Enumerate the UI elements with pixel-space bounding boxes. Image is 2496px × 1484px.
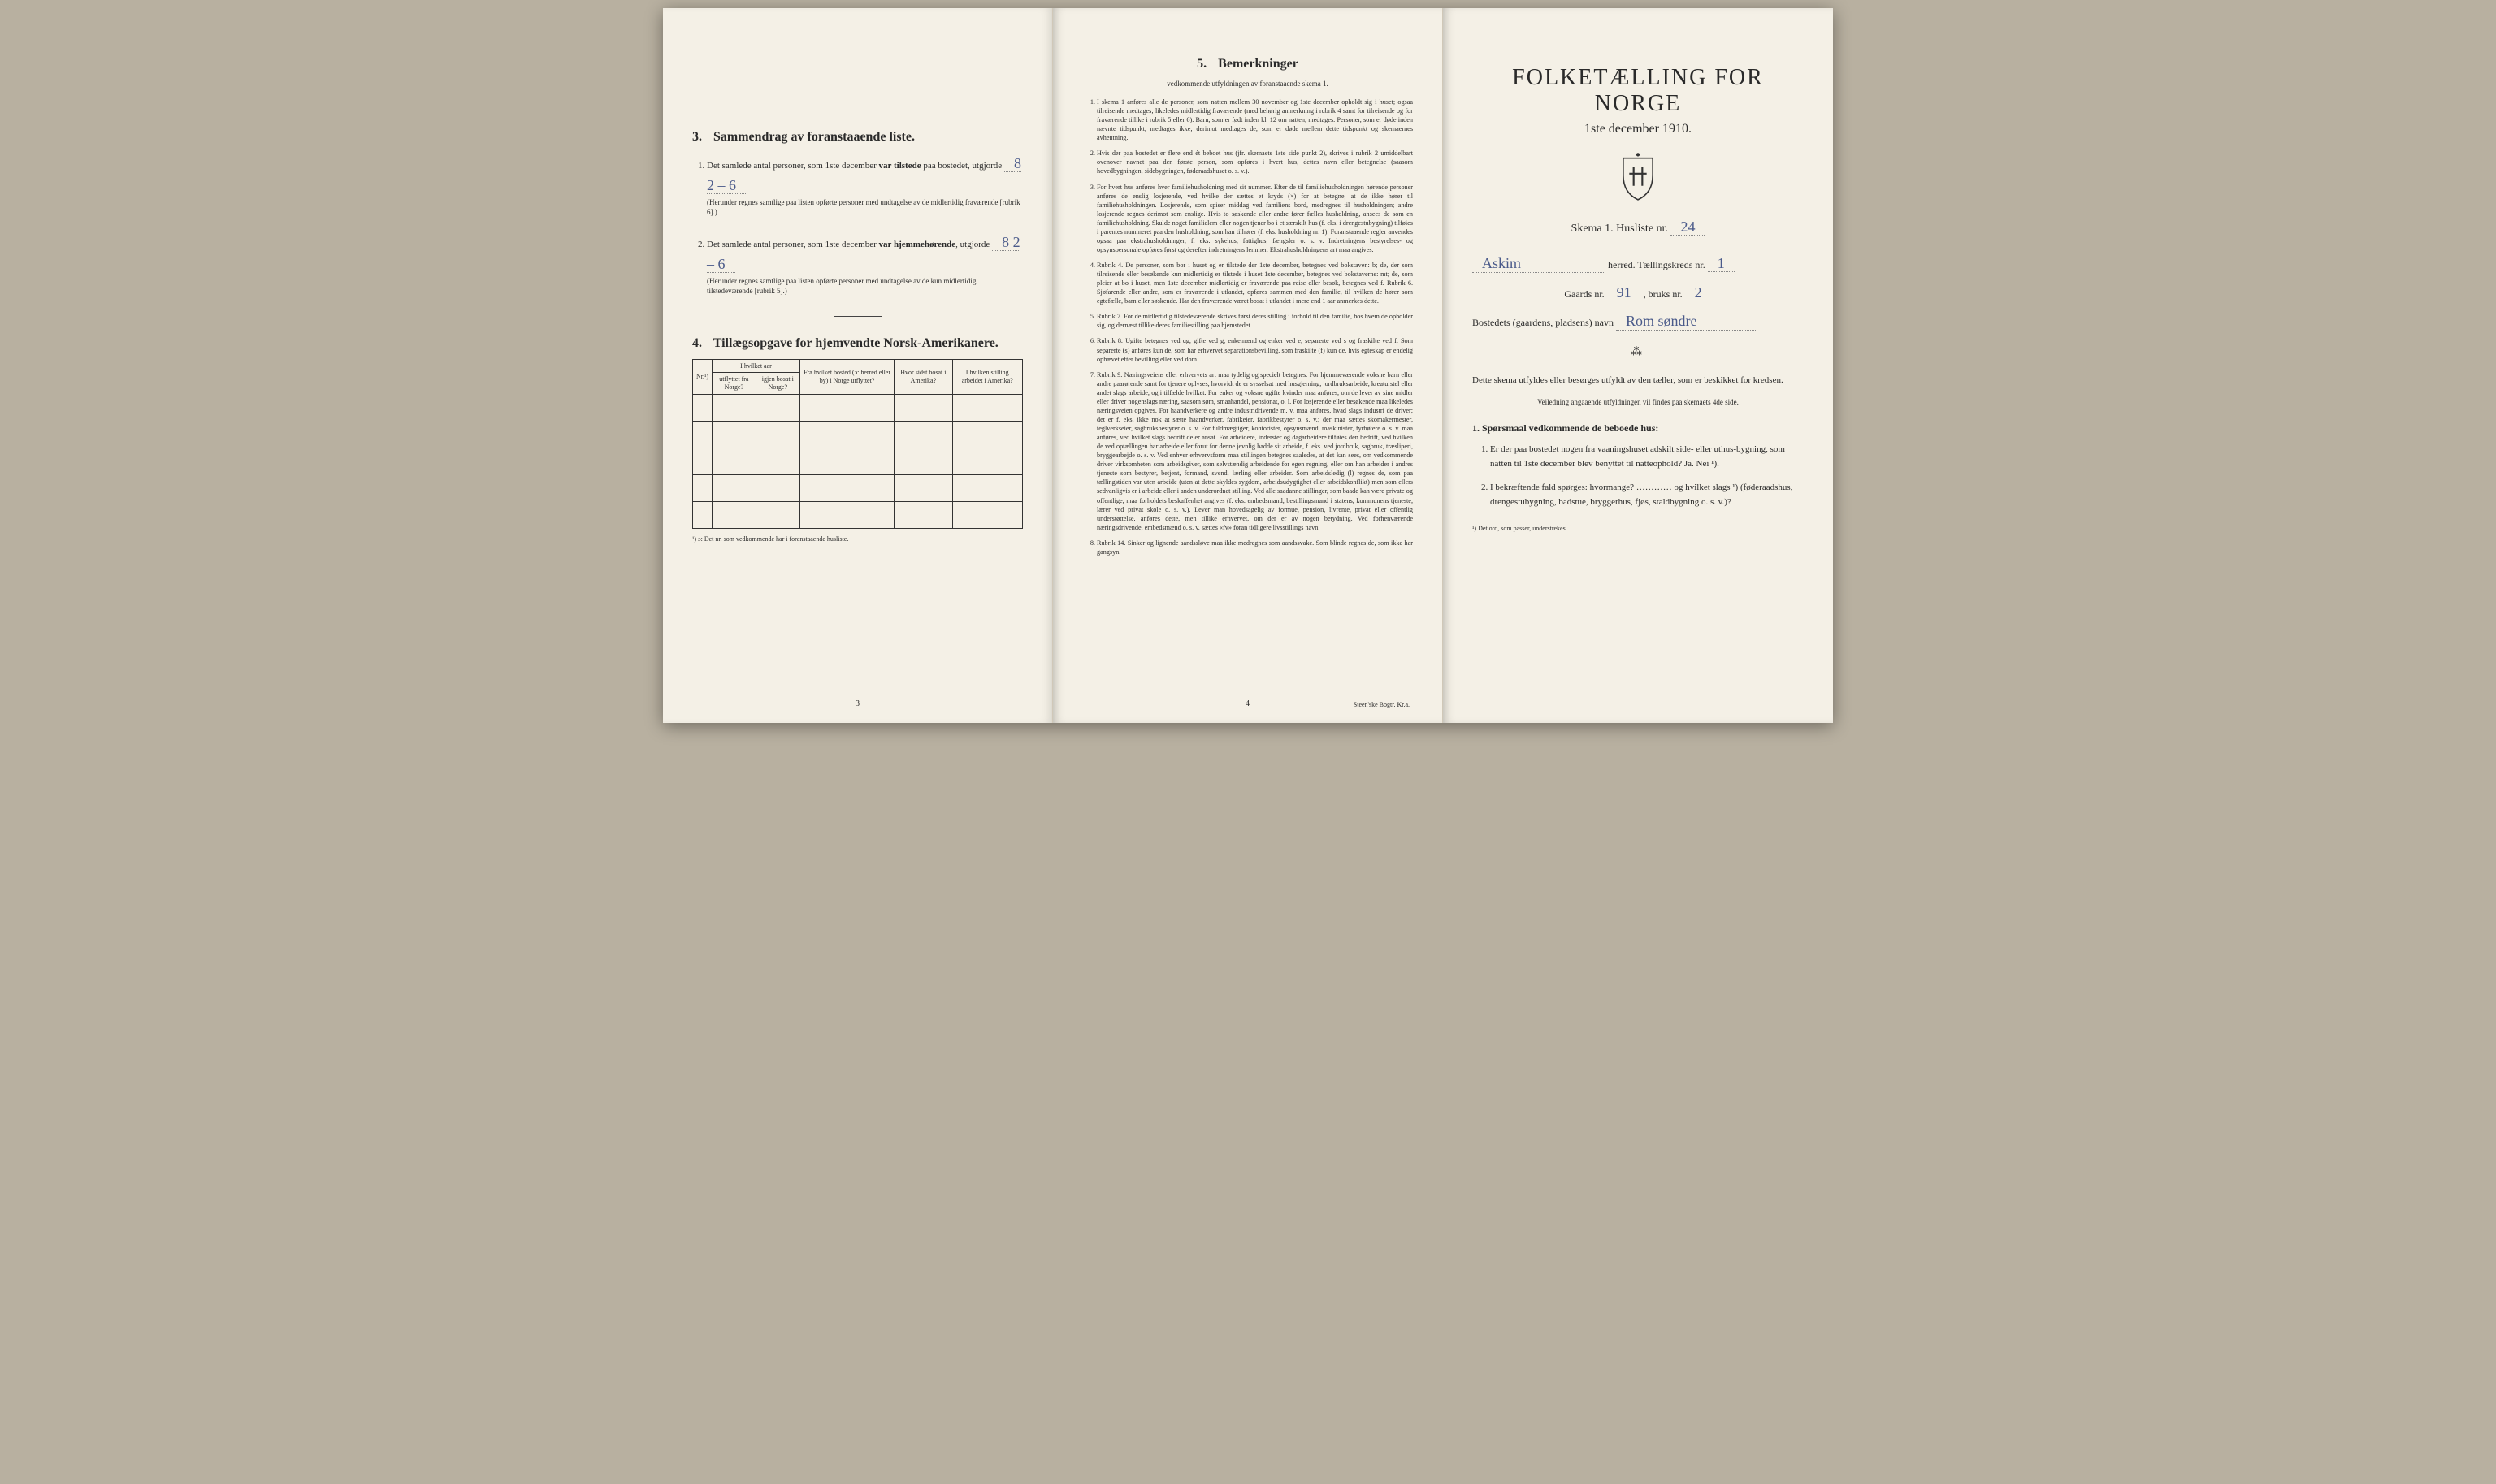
document-spread: 3. Sammendrag av foranstaaende liste. De…: [663, 8, 1833, 723]
th-where: Hvor sidst bosat i Amerika?: [895, 359, 952, 394]
note-item: Rubrik 9. Næringsveiens eller erhvervets…: [1097, 370, 1413, 532]
census-date: 1ste december 1910.: [1472, 122, 1804, 136]
s3-item2-paren: (Herunder regnes samtlige paa listen opf…: [707, 277, 1023, 296]
section3-list: Det samlede antal personer, som 1ste dec…: [692, 153, 1023, 296]
gaard-nr: 91: [1607, 284, 1641, 301]
question-1: Er der paa bostedet nogen fra vaaningshu…: [1490, 443, 1804, 471]
page-number: 3: [856, 699, 860, 708]
divider: [834, 316, 882, 317]
kreds-value: 1: [1708, 255, 1735, 272]
page-right: FOLKETÆLLING FOR NORGE 1ste december 191…: [1443, 8, 1833, 723]
bruks-nr: 2: [1685, 284, 1712, 301]
s3-item2: Det samlede antal personer, som 1ste dec…: [707, 231, 1023, 296]
page-number: 4: [1246, 699, 1250, 708]
husliste-nr: 24: [1670, 218, 1705, 236]
gaard-line: Gaards nr. 91 , bruks nr. 2: [1472, 284, 1804, 301]
note-item: I skema 1 anføres alle de personer, som …: [1097, 97, 1413, 142]
note-item: Rubrik 8. Ugifte betegnes ved ug, gifte …: [1097, 336, 1413, 363]
note-item: Rubrik 7. For de midlertidig tilstedevær…: [1097, 312, 1413, 330]
section3-num: 3.: [692, 130, 702, 144]
section4-heading: 4. Tillægsopgave for hjemvendte Norsk-Am…: [692, 336, 1023, 351]
section5-sub: vedkommende utfyldningen av foranstaaend…: [1082, 80, 1413, 88]
instruction-2: Veiledning angaaende utfyldningen vil fi…: [1472, 396, 1804, 408]
question-list: Er der paa bostedet nogen fra vaaningshu…: [1472, 443, 1804, 509]
table-row: [693, 474, 1023, 501]
table-footnote: ¹) ɔ: Det nr. som vedkommende har i fora…: [692, 535, 1023, 543]
s3-item1: Det samlede antal personer, som 1ste dec…: [707, 153, 1023, 217]
instruction-1: Dette skema utfyldes eller besørges utfy…: [1472, 374, 1804, 388]
herred-value: Askim: [1472, 255, 1606, 273]
section4-num: 4.: [692, 336, 702, 350]
printer-imprint: Steen'ske Bogtr. Kr.a.: [1354, 701, 1410, 708]
s3-item1-paren: (Herunder regnes samtlige paa listen opf…: [707, 198, 1023, 217]
coat-of-arms-icon: [1472, 149, 1804, 204]
note-item: Rubrik 14. Sinker og lignende aandssløve…: [1097, 539, 1413, 556]
page-middle: 5. Bemerkninger vedkommende utfyldningen…: [1053, 8, 1443, 723]
question-heading: 1. Spørsmaal vedkommende de beboede hus:: [1472, 422, 1804, 435]
note-item: For hvert hus anføres hver familiehushol…: [1097, 183, 1413, 255]
table-row: [693, 394, 1023, 421]
section5-heading: 5. Bemerkninger: [1082, 57, 1413, 71]
question-2: I bekræftende fald spørges: hvormange? ……: [1490, 481, 1804, 509]
table-row: [693, 501, 1023, 528]
th-job: I hvilken stilling arbeidet i Amerika?: [952, 359, 1023, 394]
census-title: FOLKETÆLLING FOR NORGE: [1472, 65, 1804, 117]
note-item: Hvis der paa bostedet er flere end ét be…: [1097, 149, 1413, 175]
skema-line: Skema 1. Husliste nr. 24: [1472, 218, 1804, 236]
table-row: [693, 421, 1023, 448]
footnote-text: ¹) Det ord, som passer, understrekes.: [1472, 525, 1804, 532]
bosted-line: Bostedets (gaardens, pladsens) navn Rom …: [1472, 313, 1804, 331]
note-item: Rubrik 4. De personer, som bor i huset o…: [1097, 261, 1413, 305]
section3-heading: 3. Sammendrag av foranstaaende liste.: [692, 130, 1023, 145]
section3-title: Sammendrag av foranstaaende liste.: [713, 130, 915, 144]
th-nr: Nr.¹): [693, 359, 713, 394]
th-back: igjen bosat i Norge?: [756, 373, 800, 394]
page-left: 3. Sammendrag av foranstaaende liste. De…: [663, 8, 1053, 723]
notes-list: I skema 1 anføres alle de personer, som …: [1082, 97, 1413, 556]
herred-line: Askim herred. Tællingskreds nr. 1: [1472, 255, 1804, 273]
emigrant-table: Nr.¹) I hvilket aar Fra hvilket bosted (…: [692, 359, 1023, 529]
th-out: utflyttet fra Norge?: [713, 373, 756, 394]
table-row: [693, 448, 1023, 474]
th-from: Fra hvilket bosted (ɔ: herred eller by) …: [800, 359, 894, 394]
section5-num: 5.: [1197, 57, 1207, 71]
section4-title: Tillægsopgave for hjemvendte Norsk-Ameri…: [713, 336, 999, 350]
th-year-span: I hvilket aar: [713, 359, 800, 373]
ornament-icon: ⁂: [1472, 345, 1804, 359]
section5-title: Bemerkninger: [1218, 57, 1298, 71]
bosted-value: Rom søndre: [1616, 313, 1757, 331]
